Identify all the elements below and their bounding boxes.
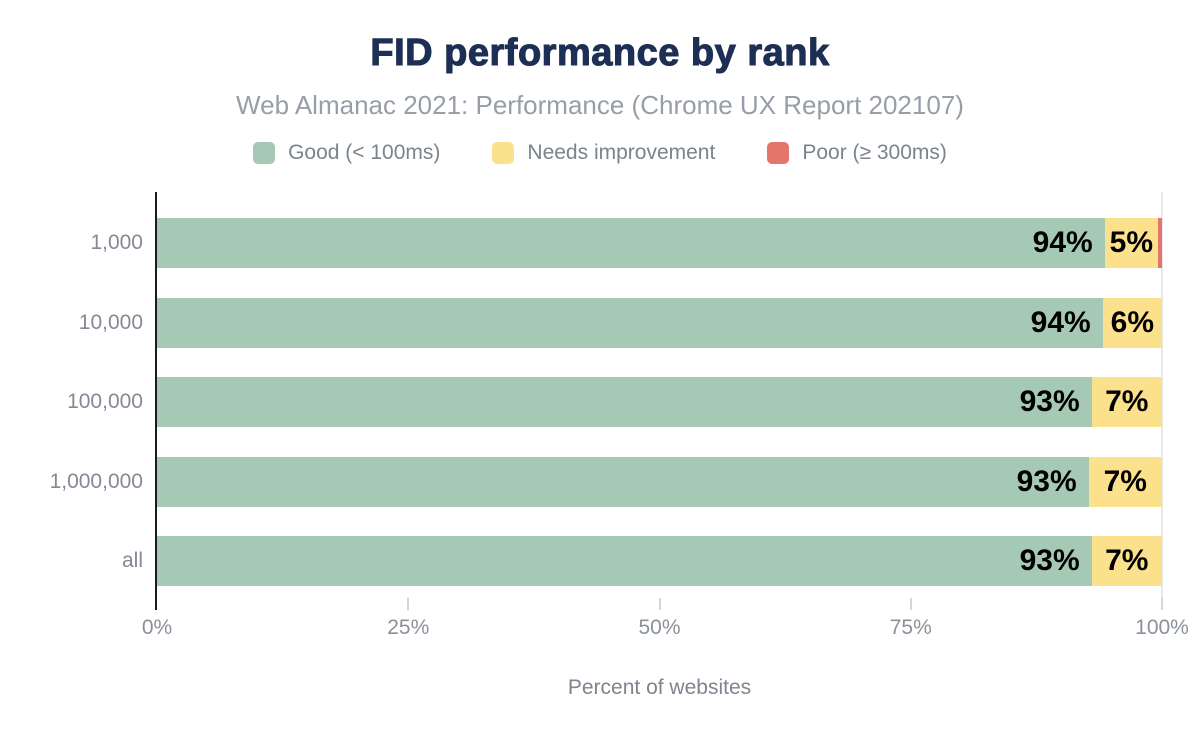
y-axis-label: 100,000 <box>67 390 143 413</box>
legend-item-needs-improvement: Needs improvement <box>492 141 715 165</box>
legend-swatch-poor-icon <box>767 142 790 164</box>
bar-segment-needs-improvement: 7% <box>1091 536 1162 586</box>
bar-value-label: 7% <box>1105 544 1149 577</box>
bar-segment-needs-improvement: 7% <box>1088 456 1162 507</box>
bar-segment-good: 94% <box>157 297 1103 348</box>
x-axis-tick <box>1161 598 1163 610</box>
x-axis-title: Percent of websites <box>567 676 752 699</box>
x-axis-tick-label: 0% <box>141 616 173 639</box>
legend-item-good: Good (< 100ms) <box>253 141 440 165</box>
bar-row: 93% 7% <box>157 536 1162 586</box>
bar-value-label: 93% <box>1016 464 1077 498</box>
gridline-100-percent <box>1161 192 1163 610</box>
y-axis-line <box>155 192 157 610</box>
bar-segment-good: 93% <box>157 456 1089 507</box>
legend: Good (< 100ms) Needs improvement Poor (≥… <box>0 141 1200 165</box>
bar-segment-needs-improvement: 5% <box>1104 218 1158 268</box>
chart-subtitle: Web Almanac 2021: Performance (Chrome UX… <box>236 90 964 120</box>
bar-segment-poor <box>1157 218 1162 268</box>
y-axis-label: 1,000,000 <box>49 469 143 493</box>
bar-value-label: 5% <box>1109 226 1153 259</box>
legend-label-poor: Poor (≥ 300ms) <box>802 141 947 164</box>
bar-value-label: 7% <box>1105 385 1149 418</box>
legend-item-poor: Poor (≥ 300ms) <box>767 141 947 165</box>
x-axis-tick-label: 50% <box>638 616 681 639</box>
legend-swatch-needs-improvement-icon <box>492 142 515 164</box>
bar-value-label: 93% <box>1019 544 1080 577</box>
legend-label-needs-improvement: Needs improvement <box>527 141 716 164</box>
bar-value-label: 7% <box>1103 464 1147 498</box>
legend-label-good: Good (< 100ms) <box>288 141 441 164</box>
x-axis-tick <box>407 598 410 610</box>
x-axis-tick-label: 25% <box>387 616 430 639</box>
x-axis-tick <box>909 598 912 610</box>
bar-value-label: 94% <box>1030 305 1091 339</box>
chart-title: FID performance by rank <box>370 31 830 74</box>
x-axis-ticks <box>157 598 1163 610</box>
bars: 94% 5% 94% 6% 93% 7% 93% 7% 93% 7% <box>157 218 1162 586</box>
legend-swatch-good-icon <box>253 142 276 164</box>
y-axis-label: all <box>121 549 143 572</box>
x-axis-tick-labels: 0% 25% 50% 75% 100% <box>142 616 1189 644</box>
bar-row: 93% 7% <box>157 456 1162 507</box>
bar-segment-good: 93% <box>157 377 1092 427</box>
bar-segment-good: 94% <box>157 218 1105 268</box>
bar-row: 94% 5% <box>157 218 1162 268</box>
bar-row: 94% 6% <box>157 297 1162 348</box>
bar-segment-needs-improvement: 7% <box>1091 377 1162 427</box>
bar-segment-good: 93% <box>157 536 1092 586</box>
bar-value-label: 94% <box>1032 226 1093 259</box>
bar-row: 93% 7% <box>157 377 1162 427</box>
x-axis-tick-label: 75% <box>889 616 932 639</box>
x-axis-tick-label: 100% <box>1135 616 1189 639</box>
bar-value-label: 93% <box>1019 385 1080 418</box>
y-axis-labels: 1,000 10,000 100,000 1,000,000 all <box>0 218 143 586</box>
y-axis-label: 10,000 <box>78 310 143 334</box>
bar-segment-needs-improvement: 6% <box>1102 297 1162 348</box>
y-axis-label: 1,000 <box>90 231 143 254</box>
bar-value-label: 6% <box>1110 305 1155 339</box>
x-axis-tick <box>658 598 661 610</box>
